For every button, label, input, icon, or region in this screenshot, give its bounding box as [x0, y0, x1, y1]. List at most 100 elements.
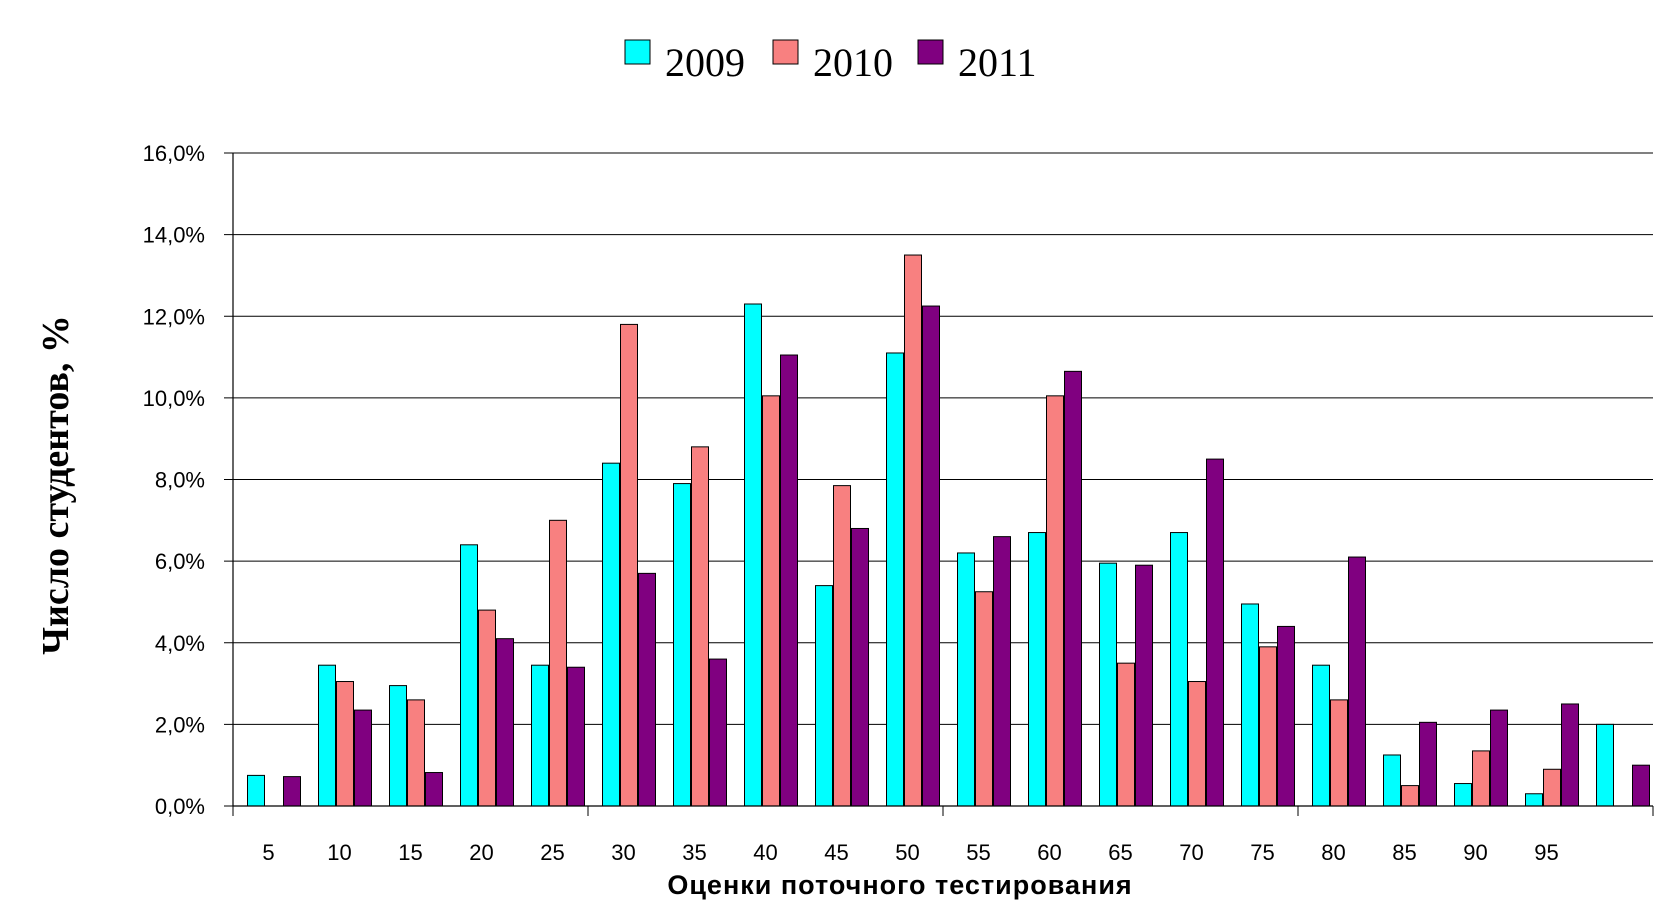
y-tick-label: 6,0%	[155, 549, 205, 574]
legend: 2009 2010 2011	[624, 39, 1037, 85]
x-tick-label: 10	[327, 840, 351, 865]
bar-2009-90	[1454, 783, 1472, 807]
legend-swatch-2009	[624, 39, 651, 65]
bar-2009-25	[531, 664, 549, 807]
x-tick-label: 90	[1463, 840, 1487, 865]
x-tick-label: 45	[824, 840, 848, 865]
x-tick-label: 80	[1321, 840, 1345, 865]
bar-2011-20	[496, 638, 514, 807]
bar-2011-10	[354, 709, 372, 807]
bar-2011-5	[283, 776, 301, 807]
bar-2009-65	[1099, 562, 1117, 807]
x-tick-label: 40	[753, 840, 777, 865]
y-tick-label: 10,0%	[143, 386, 205, 411]
y-tick-label: 2,0%	[155, 712, 205, 737]
bar-2011-95	[1561, 703, 1579, 807]
bar-2009-40	[744, 303, 762, 807]
bar-2011-80	[1348, 556, 1366, 807]
bar-2009-5	[247, 774, 265, 807]
x-tick-label: 60	[1037, 840, 1061, 865]
x-tick-labels: 5 10 15 20 25 30 35 40 45 50 55 60 65 70 75 80 85 90 95	[262, 840, 1558, 865]
x-tick-label: 70	[1179, 840, 1203, 865]
bar-2011-85	[1419, 721, 1437, 807]
bar-2009-35	[673, 483, 691, 807]
bar-2009-20	[460, 544, 478, 807]
bar-2011-70	[1206, 458, 1224, 807]
y-tick-label: 14,0%	[143, 223, 205, 248]
x-tick-label: 35	[682, 840, 706, 865]
bar-2010-85	[1401, 785, 1419, 807]
bar-2010-40	[762, 395, 780, 807]
bar-2010-35	[691, 446, 709, 807]
bar-2011-30	[638, 572, 656, 807]
bar-2009-75	[1241, 603, 1259, 807]
y-tick-labels: 0,0% 2,0% 4,0% 6,0% 8,0% 10,0% 12,0% 14,0% 16,0%	[143, 141, 205, 819]
x-tick-label: 95	[1534, 840, 1558, 865]
bar-2009-55	[957, 552, 975, 807]
legend-label-2010: 2010	[813, 40, 893, 85]
y-tick-label: 8,0%	[155, 468, 205, 493]
bar-2009-70	[1170, 532, 1188, 807]
x-tick-label: 65	[1108, 840, 1132, 865]
bar-2009-95	[1525, 793, 1543, 807]
bar-2010-95	[1543, 768, 1561, 807]
legend-label-2009: 2009	[665, 40, 745, 85]
bar-2009-10	[318, 664, 336, 807]
bar-2010-75	[1259, 646, 1277, 807]
bar-2010-15	[407, 699, 425, 807]
bar-2011-25	[567, 666, 585, 807]
axes	[232, 153, 1654, 816]
bar-2010-30	[620, 323, 638, 807]
x-tick-label: 30	[611, 840, 635, 865]
bar-2010-10	[336, 681, 354, 807]
bars	[247, 254, 1650, 807]
bar-2011-55	[993, 536, 1011, 807]
bar-2011-65	[1135, 564, 1153, 807]
x-tick-label: 5	[262, 840, 274, 865]
bar-2011-35	[709, 658, 727, 807]
bar-2010-55	[975, 591, 993, 807]
bar-2011-60	[1064, 370, 1082, 807]
bar-2011-40	[780, 354, 798, 807]
x-tick-label: 20	[469, 840, 493, 865]
y-axis-label: Число студентов, %	[35, 315, 77, 655]
x-tick-label: 15	[398, 840, 422, 865]
y-tick-label: 16,0%	[143, 141, 205, 166]
y-tick-label: 12,0%	[143, 304, 205, 329]
bar-2011-50	[922, 305, 940, 807]
bar-2011-45	[851, 527, 869, 807]
bar-2009-80	[1312, 664, 1330, 807]
bar-2010-20	[478, 609, 496, 807]
bar-2010-65	[1117, 662, 1135, 807]
bar-2010-45	[833, 485, 851, 807]
bar-2009-last	[1596, 723, 1614, 807]
bar-2009-30	[602, 462, 620, 807]
bar-2010-80	[1330, 699, 1348, 807]
legend-swatch-2011	[917, 39, 944, 65]
x-axis-label: Оценки поточного тестирования	[667, 870, 1132, 900]
x-tick-label: 25	[540, 840, 564, 865]
bar-2009-85	[1383, 754, 1401, 807]
bar-2010-70	[1188, 681, 1206, 807]
bar-2011-90	[1490, 709, 1508, 807]
legend-swatch-2010	[772, 39, 799, 65]
x-tick-label: 50	[895, 840, 919, 865]
bar-2009-50	[886, 352, 904, 807]
bar-2011-15	[425, 772, 443, 807]
x-tick-label: 75	[1250, 840, 1274, 865]
bar-2010-25	[549, 519, 567, 807]
bar-2010-50	[904, 254, 922, 807]
x-tick-label: 85	[1392, 840, 1416, 865]
x-tick-label: 55	[966, 840, 990, 865]
y-tick-label: 0,0%	[155, 794, 205, 819]
bar-2011-last	[1632, 764, 1650, 807]
bar-2009-15	[389, 685, 407, 807]
y-tick-label: 4,0%	[155, 631, 205, 656]
bar-2011-75	[1277, 625, 1295, 807]
bar-2010-90	[1472, 750, 1490, 807]
legend-label-2011: 2011	[958, 40, 1037, 85]
bar-2009-60	[1028, 532, 1046, 807]
bar-2009-45	[815, 585, 833, 807]
